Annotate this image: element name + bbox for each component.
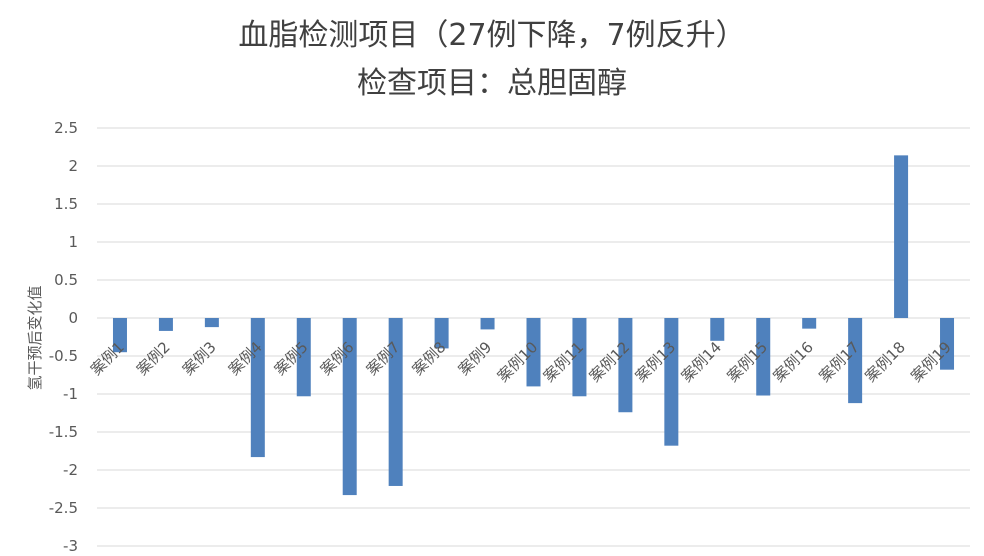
y-tick-label: -1 bbox=[63, 385, 78, 403]
chart-title: 血脂检测项目（27例下降，7例反升） bbox=[238, 18, 746, 53]
bar bbox=[250, 318, 265, 458]
bar bbox=[204, 318, 219, 328]
category-label: 案例16 bbox=[770, 338, 817, 385]
y-tick-label: 1.5 bbox=[54, 195, 78, 213]
y-tick-label: 0.5 bbox=[54, 271, 78, 289]
bar bbox=[388, 318, 403, 486]
y-axis-label: 氢干预后变化值 bbox=[26, 285, 44, 390]
category-labels: 案例1 案例2 案例3 案例4 案例5 案例6 案例7 案例8 案例9案例10案例11案例12案… bbox=[87, 338, 955, 385]
bar bbox=[572, 318, 587, 397]
bar bbox=[618, 318, 633, 413]
bar bbox=[848, 318, 863, 404]
category-label: 案例18 bbox=[861, 338, 908, 385]
category-label: 案例14 bbox=[678, 338, 725, 385]
bar bbox=[940, 318, 955, 370]
chart-subtitle: 检查项目：总胆固醇 bbox=[357, 66, 627, 101]
category-label: 案例2 bbox=[133, 338, 174, 379]
bar bbox=[894, 155, 909, 318]
y-tick-label: -1.5 bbox=[49, 423, 78, 441]
y-tick-label: -3 bbox=[63, 537, 78, 555]
bar bbox=[342, 318, 357, 496]
bar bbox=[434, 318, 449, 349]
y-tick-label: 1 bbox=[68, 233, 78, 251]
bar bbox=[526, 318, 541, 387]
bar bbox=[664, 318, 679, 446]
y-tick-label: 2 bbox=[68, 157, 78, 175]
bar bbox=[480, 318, 495, 330]
bar bbox=[158, 318, 173, 331]
category-label: 案例3 bbox=[179, 338, 220, 379]
y-tick-label: -2 bbox=[63, 461, 78, 479]
category-label: 案例9 bbox=[455, 338, 496, 379]
bar bbox=[296, 318, 311, 397]
y-tick-labels: 2.5 2 1.5 1 0.5 0 -0.5 -1 -1.5 -2 -2.5 -3 bbox=[49, 119, 78, 555]
y-tick-label: 2.5 bbox=[54, 119, 78, 137]
bar bbox=[112, 318, 127, 353]
bar bbox=[710, 318, 725, 341]
y-tick-label: -2.5 bbox=[49, 499, 78, 517]
bar bbox=[756, 318, 771, 396]
y-tick-label: -0.5 bbox=[49, 347, 78, 365]
y-tick-label: 0 bbox=[68, 309, 78, 327]
bars-layer bbox=[112, 155, 955, 496]
bar bbox=[802, 318, 817, 329]
